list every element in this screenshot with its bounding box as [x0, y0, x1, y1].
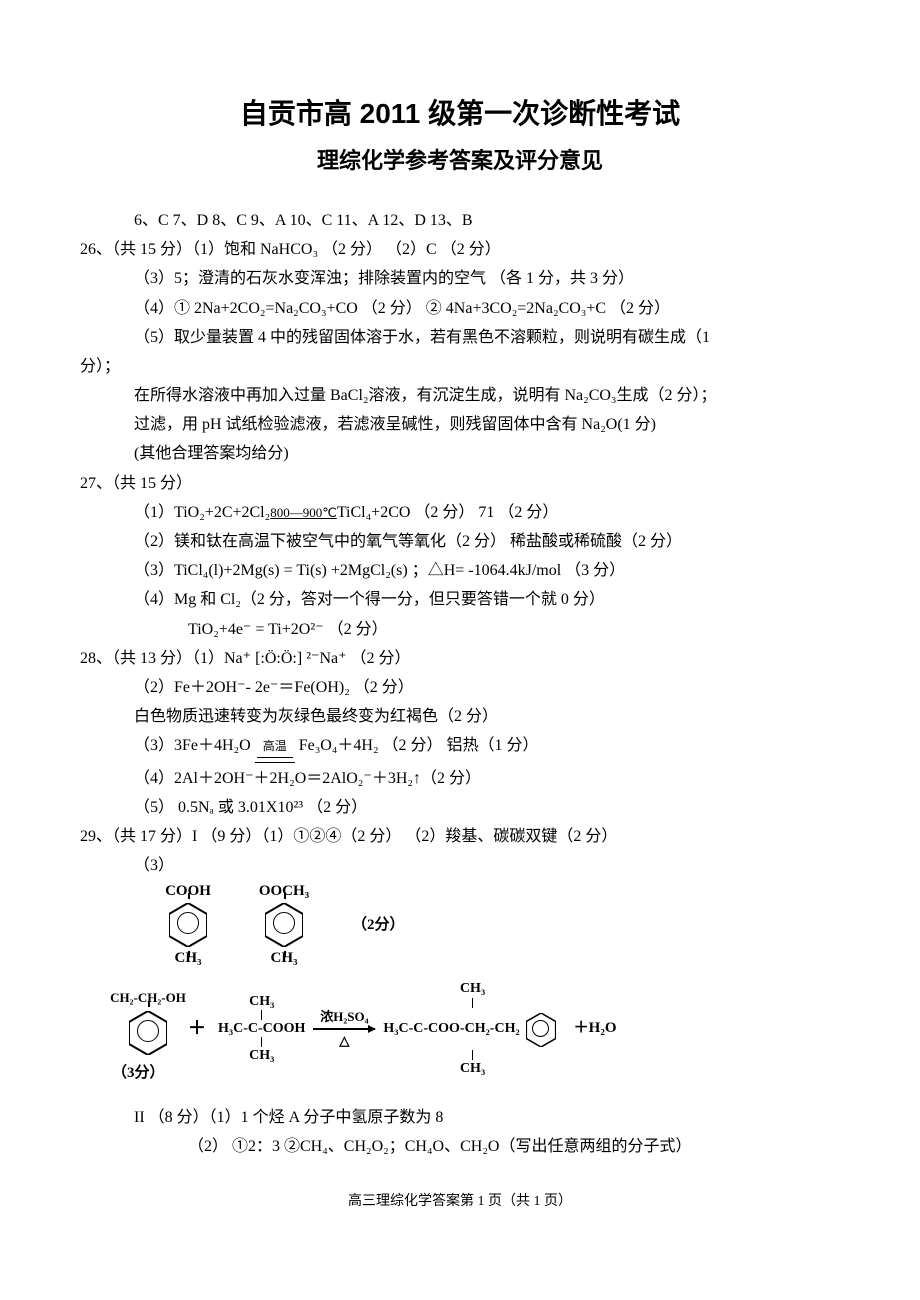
q28-head: 28、（共 13 分）（1）Na⁺ [:Ö:Ö:] ²⁻Na⁺ （2 分）	[80, 645, 840, 672]
q26-p5c: 过滤，用 pH 试纸检验滤液，若滤液呈碱性，则残留固体中含有 Na₂O(1 分)	[80, 411, 840, 438]
arrow-top-label: 浓H₂SO₄	[320, 1006, 368, 1028]
aromatic-circle-icon	[532, 1020, 549, 1037]
benzene-struct-1: COOH CH₃	[160, 897, 216, 953]
q26-p4: （4）① 2Na+2CO₂=Na₂CO₃+CO （2 分） ② 4Na+3CO₂…	[80, 295, 840, 322]
struct3-top: CH₂-CH₂-OH	[110, 987, 186, 1009]
acid-mid: H₃C-C-COOH	[218, 1021, 305, 1036]
q26-head: 26、（共 15 分）（1）饱和 NaHCO₃ （2 分） （2）C （2 分）	[80, 236, 840, 263]
q26-p5b: 在所得水溶液中再加入过量 BaCl₂溶液，有沉淀生成，说明有 Na₂CO₃生成（…	[80, 382, 840, 409]
struct2-bot: CH₃	[271, 946, 298, 972]
q29-ii-1: II （8 分）（1）1 个烃 A 分子中氢原子数为 8	[80, 1104, 840, 1131]
page-footer: 高三理综化学答案第 1 页（共 1 页）	[80, 1190, 840, 1214]
marks-2: （2分）	[352, 913, 405, 939]
structures-row: COOH CH₃ OOCH₃ CH₃ （2分）	[130, 897, 840, 953]
q27-head: 27、（共 15 分）	[80, 470, 840, 497]
acid-top: CH₃	[249, 994, 274, 1009]
plus-water: ＋H₂O	[574, 1016, 617, 1042]
q27-temp: 800—900℃	[270, 505, 337, 520]
prod-bot: CH₃	[460, 1061, 485, 1076]
q29-head: 29、（共 17 分）I （9 分）（1）①②④（2 分） （2）羧基、碳碳双键…	[80, 823, 840, 850]
q27-p4b: TiO₂+4e⁻ = Ti+2O²⁻ （2 分）	[80, 616, 840, 643]
q28-p2b: 白色物质迅速转变为灰绿色最终变为红褐色（2 分）	[80, 703, 840, 730]
arrow-icon	[313, 1028, 375, 1030]
q26-p3: （3）5；澄清的石灰水变浑浊；排除装置内的空气 （各 1 分，共 3 分）	[80, 265, 840, 292]
struct1-bot: CH₃	[175, 946, 202, 972]
q28-p3: （3）3Fe＋4H₂O 高温 Fe₃O₄＋4H₂ （2 分） 铝热（1 分）	[80, 732, 840, 762]
arrow-bot-label: △	[339, 1030, 349, 1052]
aromatic-circle-icon	[137, 1020, 159, 1042]
q27-p1-pre: （1）TiO₂+2C+2Cl₂	[134, 504, 270, 521]
struct1-top: COOH	[165, 879, 211, 905]
q28-p4: （4）2Al＋2OH⁻＋2H₂O＝2AlO₂⁻＋3H₂↑（2 分）	[80, 765, 840, 792]
q28-p3-pre: （3）3Fe＋4H₂O	[134, 737, 255, 754]
benzene-struct-2: OOCH₃ CH₃	[256, 897, 312, 953]
marks-3: （3分）	[112, 1061, 165, 1087]
q27-p1: （1）TiO₂+2C+2Cl₂800—900℃TiCl₄+2CO （2 分） 7…	[80, 499, 840, 526]
q27-p1-post: TiCl₄+2CO （2 分） 71 （2 分）	[337, 504, 559, 521]
q26-p5a: （5）取少量装置 4 中的残留固体溶于水，若有黑色不溶颗粒，则说明有碳生成（1	[80, 324, 840, 351]
prod-mid: H₃C-C-COO-CH₂-CH₂	[383, 1021, 519, 1036]
mc-answers: 6、C 7、D 8、C 9、A 10、C 11、A 12、D 13、B	[80, 207, 840, 234]
plus-sign: ＋	[188, 1013, 206, 1044]
q27-p3: （3）TiCl₄(l)+2Mg(s) = Ti(s) +2MgCl₂(s) ；△…	[80, 557, 840, 584]
acid-structure: CH₃ H₃C-C-COOH CH₃	[218, 994, 305, 1064]
q26-p5a2: 分）；	[80, 353, 840, 380]
q29-p3: （3）	[80, 852, 840, 879]
q27-p2: （2）镁和钛在高温下被空气中的氧气等氧化（2 分） 稀盐酸或稀硫酸（2 分）	[80, 528, 840, 555]
product-structure: CH₃ H₃C-C-COO-CH₂-CH₂ CH₃	[383, 981, 561, 1076]
q28-p5: （5） 0.5Nₐ 或 3.01X10²³ （2 分）	[80, 794, 840, 821]
reaction-equation: CH₂-CH₂-OH （3分） ＋ CH₃ H₃C-C-COOH CH₃ 浓H₂…	[120, 981, 840, 1076]
q28-p3-post: Fe₃O₄＋4H₂ （2 分） 铝热（1 分）	[295, 737, 539, 754]
q28-cond: 高温	[257, 736, 293, 757]
prod-top: CH₃	[460, 981, 485, 996]
exam-title: 自贡市高 2011 级第一次诊断性考试	[80, 90, 840, 138]
struct2-top: OOCH₃	[259, 879, 309, 905]
exam-subtitle: 理综化学参考答案及评分意见	[80, 142, 840, 179]
benzene-struct-3: CH₂-CH₂-OH （3分）	[120, 1005, 176, 1061]
q28-p2a: （2）Fe＋2OH⁻- 2e⁻＝Fe(OH)₂ （2 分）	[80, 674, 840, 701]
reaction-arrow: 浓H₂SO₄ △	[313, 1006, 375, 1052]
acid-bot: CH₃	[249, 1048, 274, 1063]
q26-p5d: (其他合理答案均给分)	[80, 440, 840, 467]
q27-p4a: （4）Mg 和 Cl₂（2 分，答对一个得一分，但只要答错一个就 0 分）	[80, 586, 840, 613]
q29-ii-2: （2） ①2：3 ②CH₄、CH₂O₂；CH₄O、CH₂O（写出任意两组的分子式…	[80, 1133, 840, 1160]
benzene-product	[522, 1009, 562, 1049]
